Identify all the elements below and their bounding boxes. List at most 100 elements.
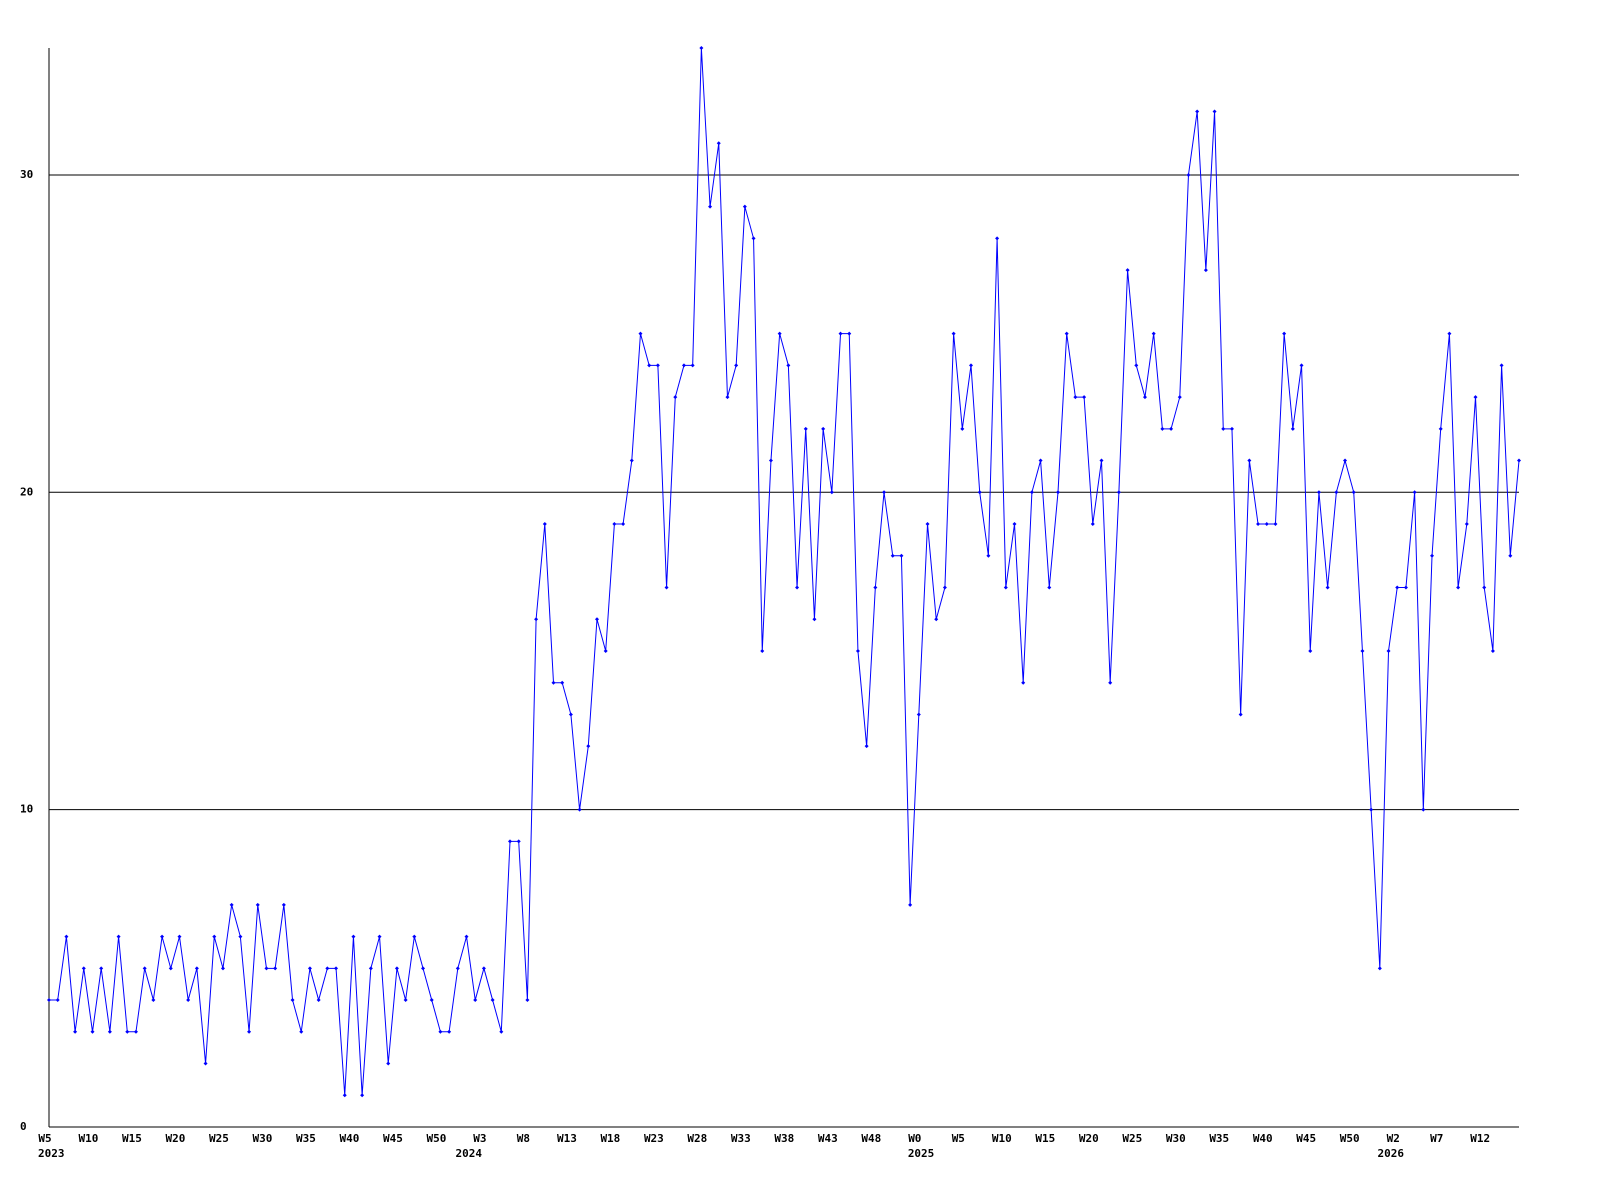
data-point (925, 522, 930, 527)
x-tick-label: W15 (1035, 1132, 1055, 1145)
data-point (1169, 426, 1174, 431)
data-point (803, 426, 808, 431)
data-point (168, 966, 173, 971)
data-point (951, 331, 956, 336)
x-tick-label: W13 (557, 1132, 577, 1145)
y-tick-label: 10 (20, 803, 33, 816)
data-point (542, 522, 547, 527)
x-year-label: 2025 (908, 1147, 935, 1160)
data-point (516, 839, 521, 844)
data-point (1447, 331, 1452, 336)
data-point (455, 966, 460, 971)
data-point (960, 426, 965, 431)
data-line (49, 47, 1520, 1096)
x-tick-label: W35 (1209, 1132, 1229, 1145)
x-tick-label: W0 (908, 1132, 921, 1145)
data-point (1438, 426, 1443, 431)
data-point (568, 712, 573, 717)
data-point (1490, 648, 1495, 653)
data-point (1212, 109, 1217, 114)
x-tick-label: W45 (1296, 1132, 1316, 1145)
data-point (1195, 109, 1200, 114)
data-point (1116, 490, 1121, 495)
x-tick-label: W40 (1253, 1132, 1273, 1145)
data-point (812, 617, 817, 622)
data-point (942, 585, 947, 590)
data-point (577, 807, 582, 812)
y-tick-label: 30 (20, 168, 33, 181)
data-point (412, 934, 417, 939)
data-point (838, 331, 843, 336)
data-point (977, 490, 982, 495)
data-point (1177, 395, 1182, 400)
data-point (203, 1061, 208, 1066)
data-point (647, 363, 652, 368)
x-tick-label: W20 (166, 1132, 186, 1145)
data-point (447, 1029, 452, 1034)
y-tick-label: 20 (20, 485, 33, 498)
data-point (1308, 648, 1313, 653)
data-point (986, 553, 991, 558)
data-point (1021, 680, 1026, 685)
data-point (394, 966, 399, 971)
data-point (490, 998, 495, 1003)
data-point (1055, 490, 1060, 495)
data-point (247, 1029, 252, 1034)
x-tick-label: W5 (952, 1132, 965, 1145)
data-point (1369, 807, 1374, 812)
x-tick-label: W15 (122, 1132, 142, 1145)
data-point (829, 490, 834, 495)
x-tick-label: W43 (818, 1132, 838, 1145)
data-point (273, 966, 278, 971)
x-tick-label: W35 (296, 1132, 316, 1145)
data-point (855, 648, 860, 653)
data-point (1412, 490, 1417, 495)
data-point (281, 902, 286, 907)
data-point (377, 934, 382, 939)
x-tick-label: W10 (79, 1132, 99, 1145)
x-tick-label: W18 (600, 1132, 620, 1145)
data-point (638, 331, 643, 336)
x-tick-label: W45 (383, 1132, 403, 1145)
data-point (307, 966, 312, 971)
data-point (734, 363, 739, 368)
x-year-label: 2026 (1378, 1147, 1405, 1160)
data-point (186, 998, 191, 1003)
x-tick-label: W48 (861, 1132, 881, 1145)
x-tick-label: W30 (1166, 1132, 1186, 1145)
data-point (499, 1029, 504, 1034)
data-point (255, 902, 260, 907)
data-point (1160, 426, 1165, 431)
data-point (473, 998, 478, 1003)
data-point (551, 680, 556, 685)
data-point (1256, 522, 1261, 527)
x-tick-label: W7 (1430, 1132, 1443, 1145)
x-tick-label: W2 (1387, 1132, 1400, 1145)
data-point (1360, 648, 1365, 653)
data-point (612, 522, 617, 527)
data-point (1273, 522, 1278, 527)
x-tick-label: W28 (687, 1132, 707, 1145)
data-point (586, 744, 591, 749)
x-tick-label: W20 (1079, 1132, 1099, 1145)
data-point (421, 966, 426, 971)
data-point (594, 617, 599, 622)
data-point (1082, 395, 1087, 400)
x-tick-label: W8 (517, 1132, 530, 1145)
data-point (133, 1029, 138, 1034)
data-point (1099, 458, 1104, 463)
data-point (73, 1029, 78, 1034)
data-point (142, 966, 147, 971)
data-point (429, 998, 434, 1003)
x-tick-label: W25 (1122, 1132, 1142, 1145)
data-point (299, 1029, 304, 1034)
data-point (290, 998, 295, 1003)
x-tick-label: W3 (473, 1132, 486, 1145)
data-point (1003, 585, 1008, 590)
data-point (64, 934, 69, 939)
data-point (212, 934, 217, 939)
data-point (821, 426, 826, 431)
data-point (1238, 712, 1243, 717)
data-point (655, 363, 660, 368)
